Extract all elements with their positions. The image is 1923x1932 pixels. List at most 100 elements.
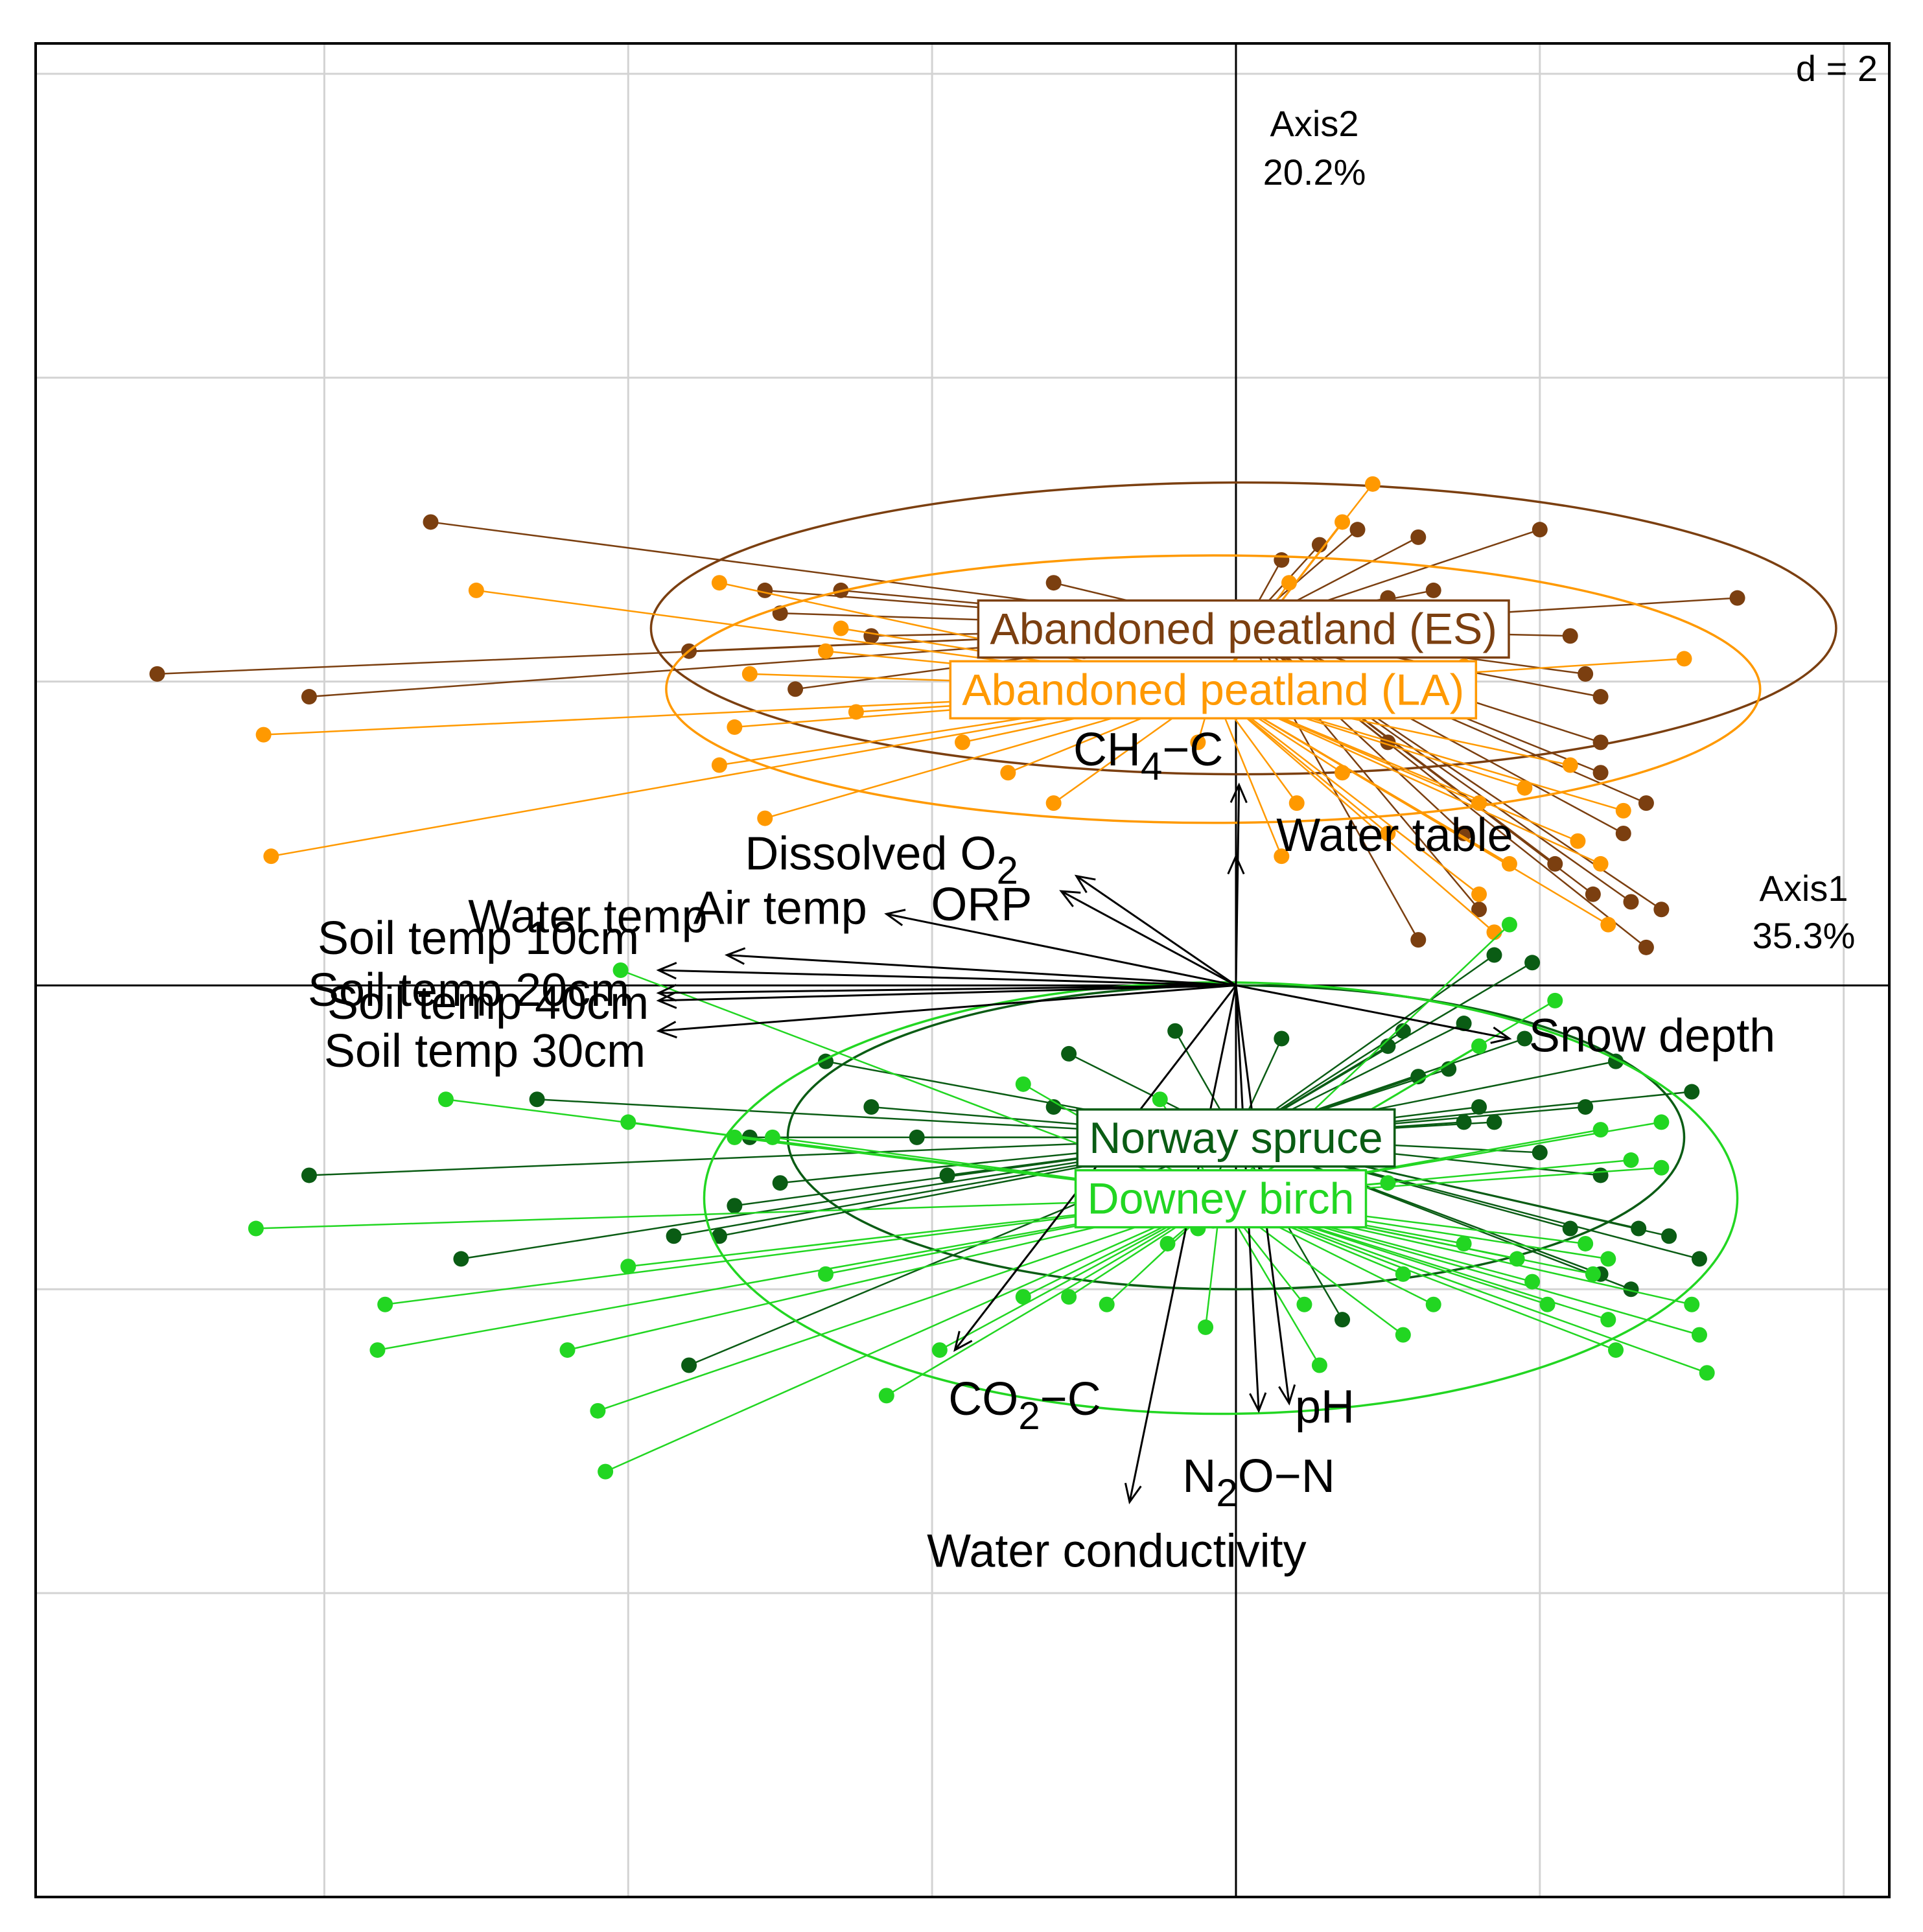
sample-point: [1585, 886, 1601, 902]
sample-point: [1653, 1114, 1670, 1130]
sample-point: [1699, 1365, 1715, 1381]
sample-point: [1691, 1251, 1707, 1267]
sample-point: [863, 628, 880, 644]
variable-label: Water table: [1276, 809, 1513, 861]
group-labels: Abandoned peatland (ES) Abandoned peatlan…: [949, 599, 1510, 1229]
sample-point: [1623, 1281, 1639, 1298]
group-ellipse: [649, 481, 1837, 776]
sample-point: [727, 1198, 743, 1214]
sample-point: [1676, 651, 1692, 667]
sample-point: [1501, 855, 1517, 872]
variable-arrow: [1128, 985, 1237, 1502]
sample-point: [1653, 1159, 1670, 1176]
sample-point: [1501, 916, 1517, 933]
sample-point: [1364, 476, 1381, 492]
sample-point: [468, 582, 484, 598]
sample-point: [1578, 1235, 1594, 1251]
sample-point: [833, 620, 849, 636]
sample-point: [1456, 826, 1472, 842]
sample-point: [377, 1296, 393, 1312]
sample-point: [764, 1129, 780, 1145]
sample-point: [1532, 522, 1548, 538]
sample-point: [818, 1266, 834, 1282]
variable-arrow: [727, 954, 1237, 986]
variable-arrow: [1060, 890, 1237, 986]
sample-point: [1486, 1114, 1502, 1130]
sample-point: [955, 734, 970, 751]
sample-point: [1334, 514, 1351, 530]
sample-point: [1562, 628, 1578, 644]
sample-point: [1562, 757, 1578, 773]
sample-point: [453, 1251, 469, 1267]
sample-point: [939, 1167, 955, 1183]
variable-arrow: [658, 969, 1237, 986]
axis2-variance: 20.2%: [1263, 152, 1366, 192]
variable-label: Soil temp 10cm: [318, 913, 639, 964]
star-segment: [255, 1197, 1221, 1229]
sample-point: [1061, 1045, 1077, 1062]
arrow-head: [656, 962, 677, 980]
sample-point: [757, 810, 773, 826]
sample-point: [1600, 1251, 1616, 1267]
variable-arrow: [1075, 875, 1237, 986]
sample-point: [1099, 1296, 1115, 1312]
arrow-head: [953, 1331, 973, 1352]
sample-point: [1578, 666, 1594, 682]
sample-point: [1380, 1038, 1396, 1054]
sample-point: [149, 666, 165, 682]
sample-point: [1615, 826, 1631, 842]
sample-point: [1281, 575, 1298, 591]
variable-arrow: [658, 984, 1236, 994]
sample-point: [818, 643, 834, 659]
sample-point: [301, 1167, 317, 1183]
variable-label: ORP: [931, 879, 1032, 931]
sample-point: [1311, 1357, 1327, 1373]
sample-point: [1152, 1091, 1168, 1108]
sample-point: [1274, 848, 1290, 865]
sample-point: [590, 1402, 606, 1419]
variable-arrow: [658, 984, 1237, 1032]
sample-point: [1615, 802, 1631, 819]
sample-point: [1600, 1312, 1616, 1328]
sample-point: [1547, 855, 1563, 872]
axis2-title: Axis2: [1270, 103, 1359, 144]
sample-point: [727, 1129, 743, 1145]
star-segment: [1213, 688, 1609, 925]
sample-point: [369, 1342, 386, 1358]
sample-point: [1600, 916, 1616, 933]
group-ellipse: [665, 554, 1762, 824]
sample-point: [772, 1175, 788, 1191]
sample-point: [1395, 1327, 1411, 1343]
sample-point: [1653, 902, 1670, 918]
sample-point: [1486, 924, 1502, 940]
sample-point: [1471, 1038, 1487, 1054]
sample-point: [1562, 1220, 1578, 1237]
sample-point: [1274, 1030, 1290, 1047]
variable-label: Snow depth: [1529, 1010, 1775, 1062]
sample-point: [1198, 1319, 1214, 1335]
arrow-head: [884, 909, 906, 926]
sample-point: [1623, 894, 1639, 910]
group-label: Norway spruce: [1076, 1108, 1396, 1168]
sample-point: [1471, 886, 1487, 902]
group-label-box: [1074, 1169, 1368, 1229]
sample-point: [1608, 1342, 1624, 1358]
sample-point: [1684, 1084, 1700, 1100]
sample-point: [559, 1342, 576, 1358]
plot-frame: [34, 42, 1891, 1898]
sample-point: [1524, 1274, 1541, 1290]
sample-point: [1380, 826, 1396, 842]
sample-point: [1532, 1145, 1548, 1161]
sample-point: [1547, 992, 1563, 1008]
variable-arrow: [1235, 984, 1510, 1040]
sample-point: [1691, 1327, 1707, 1343]
variable-label: Air temp: [693, 882, 867, 934]
sample-point: [1288, 795, 1305, 811]
sample-point: [1592, 765, 1609, 781]
group-label-box: [949, 660, 1478, 720]
group-label: Abandoned peatland (ES): [977, 599, 1510, 659]
sample-point: [437, 1091, 454, 1108]
sample-point: [598, 1463, 614, 1480]
variable-arrow: [658, 984, 1237, 1002]
